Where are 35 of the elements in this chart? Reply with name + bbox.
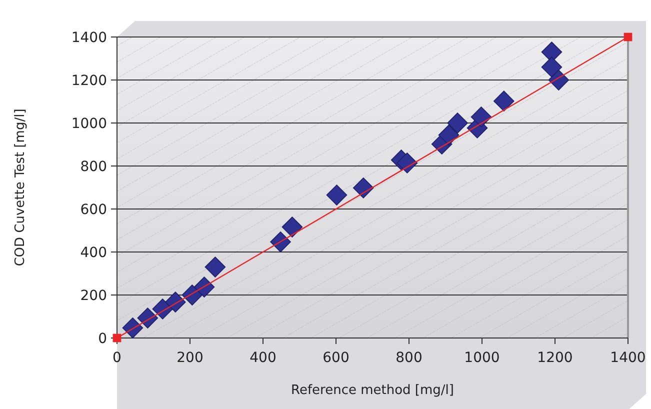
point (470, 106, 492, 128)
y-tick-label: 1200 (71, 72, 107, 89)
x-tick-label: 1000 (464, 350, 500, 366)
point (438, 124, 460, 146)
point (494, 90, 514, 112)
point (352, 178, 374, 198)
y-tick-label: 1000 (71, 116, 107, 132)
point (122, 317, 144, 338)
point (396, 152, 418, 174)
point (194, 276, 215, 298)
point (270, 231, 291, 252)
x-tick-label: 400 (250, 350, 276, 366)
y-tick-label: 0 (98, 330, 107, 347)
y-axis-title: COD Cuvette Test [mg/l] (13, 108, 28, 266)
point (282, 216, 303, 238)
x-axis-title: Reference method [mg/l] (291, 383, 454, 398)
point (447, 112, 468, 134)
y-tick-label: 800 (80, 158, 107, 175)
point (624, 32, 632, 42)
x-tick-label: 1200 (537, 350, 573, 366)
y-tick-label: 400 (80, 244, 107, 261)
x-tick-label: 600 (322, 350, 350, 366)
point (326, 184, 348, 206)
y-tick-label: 600 (80, 202, 107, 218)
y-tick-label: 1400 (71, 30, 107, 46)
point (541, 56, 562, 78)
y-tick-label: 200 (80, 288, 107, 304)
x-tick-label: 800 (396, 350, 422, 366)
point (137, 308, 158, 328)
point (204, 256, 226, 278)
x-tick-label: 200 (176, 350, 204, 366)
x-tick-label: 1400 (610, 350, 646, 366)
point (165, 292, 186, 312)
point (548, 70, 570, 90)
x-tick-label: 0 (112, 350, 122, 366)
